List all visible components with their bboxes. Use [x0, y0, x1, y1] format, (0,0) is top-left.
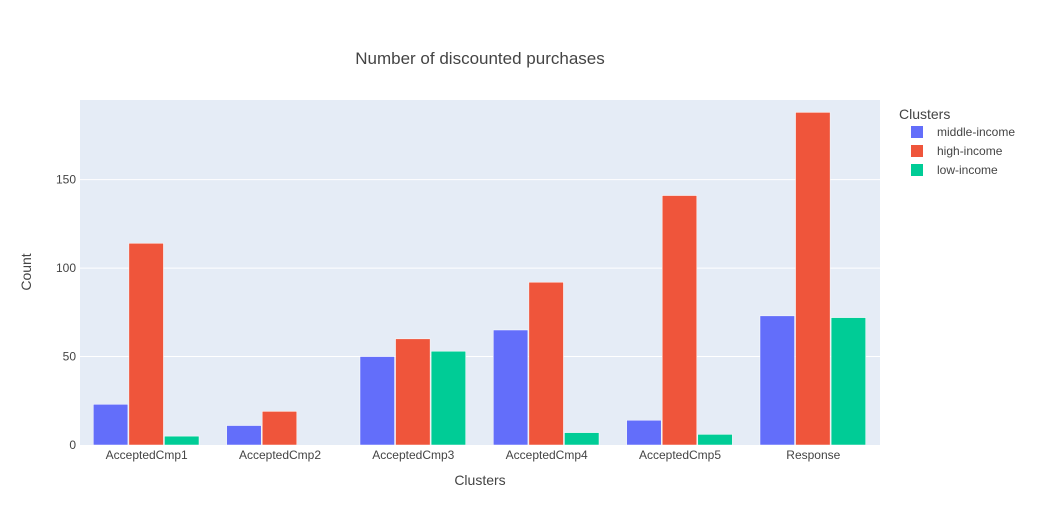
bar-middle-income: [359, 356, 395, 446]
legend-label: middle-income: [937, 125, 1015, 139]
x-tick-label: AcceptedCmp5: [639, 448, 721, 462]
plot-area: [80, 100, 880, 445]
x-tick-label: AcceptedCmp1: [106, 448, 188, 462]
bar-low-income: [564, 432, 600, 446]
bar-high-income: [528, 281, 564, 446]
x-tick-label: AcceptedCmp4: [506, 448, 588, 462]
gridlines: [80, 179, 880, 358]
legend-title: Clusters: [899, 106, 950, 122]
y-tick-labels: 0 50 100 150: [56, 173, 76, 452]
bar-low-income: [830, 317, 866, 446]
bar-high-income: [795, 112, 831, 446]
bar-low-income: [430, 350, 466, 446]
bar-low-income: [164, 435, 200, 446]
bar-high-income: [261, 411, 298, 446]
bar-middle-income: [493, 329, 529, 446]
y-tick-label: 50: [63, 350, 77, 364]
x-tick-label: AcceptedCmp3: [372, 448, 454, 462]
bar-middle-income: [226, 425, 262, 446]
legend: Clusters middle-income high-income low-inc…: [899, 106, 1015, 177]
x-tick-labels: AcceptedCmp1 AcceptedCmp2 AcceptedCmp3 Acce…: [106, 448, 841, 462]
y-tick-label: 150: [56, 173, 76, 187]
bars: [93, 112, 866, 446]
legend-items: middle-income high-income low-income: [911, 125, 1015, 177]
legend-swatch: [911, 164, 923, 176]
y-tick-label: 0: [69, 438, 76, 452]
x-tick-label: Response: [786, 448, 840, 462]
bar-high-income: [661, 195, 698, 446]
bar-high-income: [395, 338, 431, 446]
x-tick-label: AcceptedCmp2: [239, 448, 321, 462]
legend-swatch: [911, 126, 923, 138]
legend-label: low-income: [937, 163, 998, 177]
bar-middle-income: [93, 404, 129, 446]
bar-high-income: [128, 243, 164, 446]
legend-label: high-income: [937, 144, 1003, 158]
y-tick-label: 100: [56, 261, 76, 275]
x-axis-label: Clusters: [454, 472, 505, 488]
y-axis-label: Count: [18, 253, 34, 290]
bar-middle-income: [759, 315, 795, 446]
bar-middle-income: [626, 419, 662, 446]
bar-low-income: [697, 434, 733, 446]
chart-title: Number of discounted purchases: [355, 49, 604, 68]
legend-swatch: [911, 145, 923, 157]
